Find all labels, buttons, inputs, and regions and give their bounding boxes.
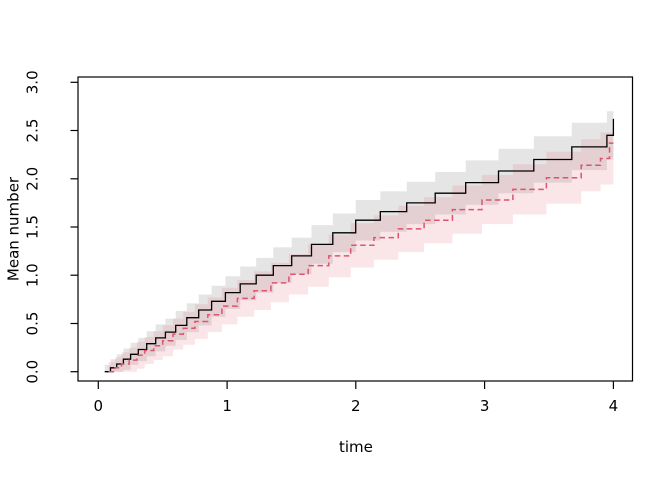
y-tick-label: 0.5 [24, 312, 42, 336]
x-axis: 0 1 2 3 4 [94, 381, 619, 415]
mean-curve-group-2-dashed [108, 142, 614, 373]
confidence-band-group-2-dashed [108, 132, 614, 372]
x-tick-label: 1 [222, 397, 232, 415]
x-tick-label: 0 [94, 397, 104, 415]
confidence-band-group-1-solid [104, 111, 614, 372]
x-tick-label: 2 [351, 397, 361, 415]
x-axis-title: time [339, 438, 373, 456]
y-tick-label: 1.0 [24, 263, 42, 287]
y-tick-label: 3.0 [24, 70, 42, 94]
x-tick-label: 3 [480, 397, 490, 415]
y-tick-label: 2.5 [24, 119, 42, 143]
y-tick-label: 1.5 [24, 215, 42, 239]
x-tick-label: 4 [609, 397, 619, 415]
step-curves-layer [104, 118, 615, 373]
y-tick-label: 2.0 [24, 167, 42, 191]
y-tick-label: 0.0 [24, 360, 42, 384]
plot-border-box [77, 76, 634, 382]
y-axis-title: Mean number [5, 176, 23, 281]
y-axis: 0.0 0.5 1.0 1.5 2.0 2.5 3.0 [24, 70, 78, 384]
mean-curve-group-1-solid [104, 118, 615, 373]
confidence-bands-layer [104, 111, 614, 372]
